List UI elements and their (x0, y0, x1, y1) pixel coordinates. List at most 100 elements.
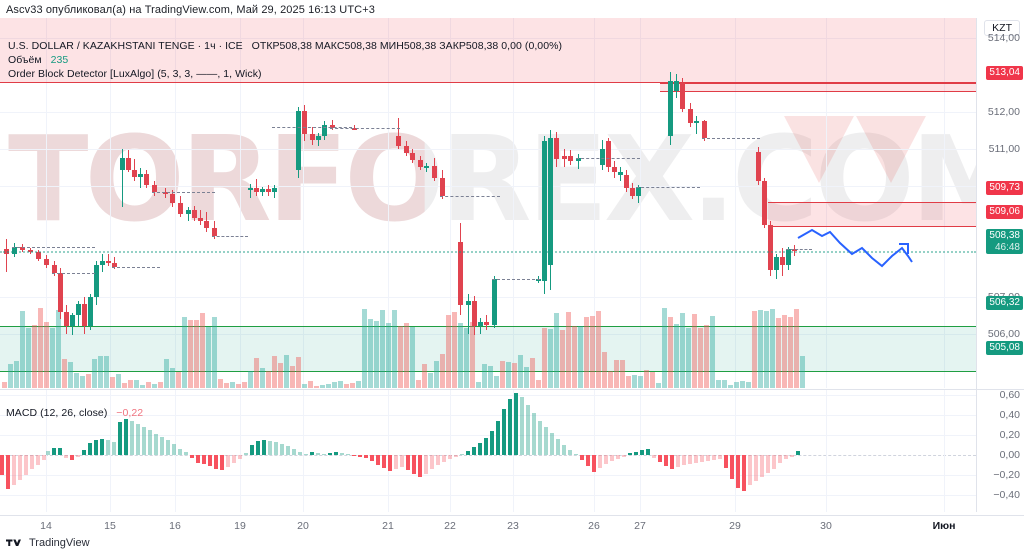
grid-line (513, 18, 514, 388)
macd-histogram-bar (514, 393, 518, 455)
price-axis[interactable]: KZT 514,00512,00511,00510,00507,00506,00… (976, 18, 1024, 512)
order-block-level-line (576, 157, 640, 159)
macd-histogram-bar (18, 455, 22, 480)
candle-body (44, 258, 49, 265)
grid-line (240, 390, 241, 512)
macd-histogram-bar (6, 455, 10, 489)
candle-body (76, 303, 81, 316)
macd-legend[interactable]: MACD (12, 26, close) −0,22 (6, 407, 143, 419)
axis-divider (976, 18, 977, 512)
candle-body (138, 173, 143, 177)
macd-histogram-bar (100, 439, 104, 455)
price-level-badge[interactable]: 509,06 (986, 205, 1023, 219)
macd-histogram-bar (664, 455, 668, 466)
order-block-level-line (272, 126, 352, 128)
volume-bar (62, 358, 67, 388)
volume-bar (530, 358, 535, 388)
last-price-badge[interactable]: 508,38 46:48 (986, 229, 1023, 254)
candle-body (28, 250, 33, 253)
volume-legend[interactable]: Объём 235 (8, 54, 68, 66)
volume-bar (146, 381, 151, 388)
projection-line[interactable] (797, 228, 913, 268)
order-block-level-line (636, 186, 700, 188)
time-axis[interactable]: 14 15 16 19 20 21 22 23 26 27 29 30 Июн (0, 515, 1024, 536)
candle-body (296, 110, 301, 170)
volume-bar (272, 356, 277, 388)
price-level-badge[interactable]: 506,32 (986, 296, 1023, 310)
volume-bar (686, 328, 691, 388)
volume-bar (452, 311, 457, 388)
axis-pane-separator (976, 389, 1024, 390)
candle-body (126, 157, 131, 170)
macd-histogram-bar (64, 455, 68, 458)
volume-bar (338, 380, 343, 388)
price-level-badge[interactable]: 509,73 (986, 181, 1023, 195)
candle-body (212, 228, 217, 236)
candle-body (52, 264, 57, 274)
macd-histogram-bar (736, 455, 740, 488)
footer: TradingView (6, 537, 90, 549)
projection-drawing[interactable] (0, 18, 976, 388)
grid-line (0, 38, 976, 39)
macd-histogram-bar (250, 445, 254, 455)
macd-histogram-bar (586, 455, 590, 466)
volume-bar (764, 310, 769, 388)
volume-bar (266, 371, 271, 388)
candlestick-series (0, 18, 976, 388)
macd-histogram-bar (472, 447, 476, 455)
candle-body (762, 181, 767, 225)
volume-bar (290, 366, 295, 388)
order-block-legend[interactable]: Order Block Detector [LuxAlgo] (5, 3, 3,… (8, 68, 262, 80)
volume-bar (38, 308, 43, 388)
macd-histogram-bar (304, 454, 308, 455)
macd-histogram-bar (238, 455, 242, 459)
grid-line (175, 390, 176, 512)
macd-histogram-bar (490, 431, 494, 455)
grid-line (513, 390, 514, 512)
volume-bar (110, 377, 115, 388)
volume-bar (224, 382, 229, 388)
volume-bar (368, 318, 373, 388)
volume-bar (770, 309, 775, 388)
grid-line (0, 112, 976, 113)
macd-histogram-bar (142, 427, 146, 455)
candle-body (404, 145, 409, 153)
grid-line (735, 18, 736, 388)
candle-body (780, 257, 785, 265)
macd-histogram-bar (418, 455, 422, 477)
price-level-badge[interactable]: 505,08 (986, 341, 1023, 355)
volume-bar (314, 386, 319, 388)
macd-histogram-bar (106, 440, 110, 455)
candle-body (396, 135, 401, 146)
time-tick-label: 21 (382, 520, 394, 532)
grid-line (0, 455, 976, 457)
volume-bar (602, 352, 607, 388)
volume-bar (572, 325, 577, 388)
grid-line (640, 18, 641, 388)
candle-body (178, 203, 183, 214)
volume-bar (542, 327, 547, 388)
volume-bar (410, 327, 415, 388)
candle-body (112, 263, 117, 267)
macd-histogram-bar (610, 455, 614, 461)
macd-value: −0,22 (116, 407, 144, 419)
macd-histogram-bar (658, 455, 662, 462)
grid-line (388, 18, 389, 388)
volume-bar (374, 321, 379, 388)
macd-histogram-bar (268, 441, 272, 455)
macd-histogram-bar (220, 455, 224, 470)
macd-histogram-bar (580, 455, 584, 460)
macd-histogram-bar (670, 455, 674, 469)
macd-histogram-bar (178, 449, 182, 455)
candle-body (316, 135, 321, 140)
price-level-badge[interactable]: 513,04 (986, 66, 1023, 80)
candle-body (562, 155, 567, 160)
macd-tick-label: 0,40 (999, 409, 1020, 421)
volume-bar (746, 381, 751, 388)
macd-pane[interactable] (0, 390, 976, 512)
symbol-legend[interactable]: U.S. DOLLAR / KAZAKHSTANI TENGE · 1ч · I… (8, 40, 562, 52)
volume-bar (740, 380, 745, 388)
volume-bar (242, 381, 247, 388)
volume-bar (584, 317, 589, 388)
volume-bar (620, 360, 625, 388)
